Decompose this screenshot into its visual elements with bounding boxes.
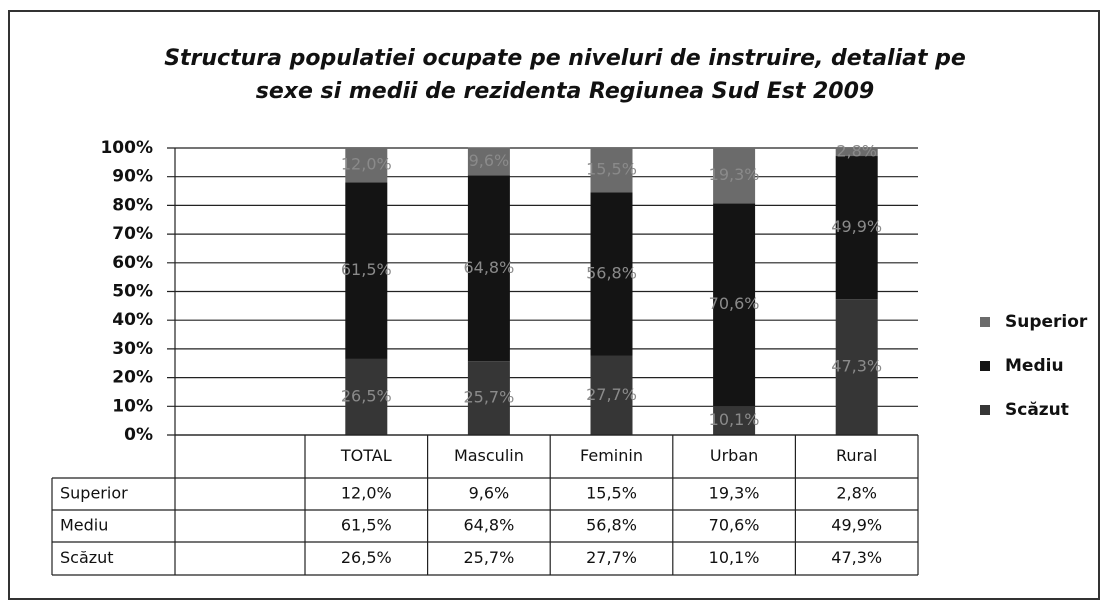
- legend-label: Superior: [1005, 312, 1088, 332]
- table-cell: 10,1%: [709, 548, 760, 567]
- table-row-label: Scăzut: [60, 548, 114, 567]
- bar-segment: [345, 358, 388, 435]
- table-cell: 19,3%: [709, 484, 760, 503]
- y-tick-label: 100%: [100, 138, 153, 158]
- y-tick-label: 90%: [112, 167, 153, 187]
- y-tick-label: 80%: [112, 195, 153, 215]
- bar-segment: [590, 192, 633, 356]
- data-label: 26,5%: [341, 386, 392, 405]
- frame: [8, 10, 1100, 600]
- data-label: 9,6%: [469, 151, 510, 170]
- y-tick-label: 50%: [112, 282, 153, 302]
- y-tick-label: 40%: [112, 310, 153, 330]
- table-cell: 70,6%: [709, 516, 760, 535]
- bar-segment: [835, 148, 878, 157]
- table-cell: 49,9%: [831, 516, 882, 535]
- chart-title: Structura populatiei ocupate pe niveluri…: [164, 46, 966, 104]
- bar-segment: [467, 175, 510, 362]
- data-label: 2,8%: [836, 142, 877, 161]
- bar-segment: [835, 299, 878, 435]
- table-cell: 26,5%: [341, 548, 392, 567]
- data-label: 25,7%: [463, 388, 514, 407]
- y-tick-label: 20%: [112, 368, 153, 388]
- table-cell: 9,6%: [469, 484, 510, 503]
- data-label: 70,6%: [709, 294, 760, 313]
- table-cell: 15,5%: [586, 484, 637, 503]
- y-tick-label: 70%: [112, 224, 153, 244]
- y-tick-label: 60%: [112, 253, 153, 273]
- data-label: 10,1%: [709, 410, 760, 429]
- data-label: 15,5%: [586, 160, 637, 179]
- data-label: 19,3%: [709, 165, 760, 184]
- table-cell: 27,7%: [586, 548, 637, 567]
- bar-segment: [713, 148, 756, 204]
- bar-segment: [467, 361, 510, 435]
- legend-label: Mediu: [1005, 356, 1064, 376]
- bar-segment: [713, 406, 756, 435]
- table-cell: 64,8%: [463, 516, 514, 535]
- table-row-label: Superior: [60, 484, 128, 503]
- legend-label: Scăzut: [1005, 400, 1069, 420]
- x-tick-label: Urban: [710, 446, 758, 465]
- bar-segment: [345, 182, 388, 359]
- legend-swatch: [980, 361, 990, 371]
- bar-segment: [590, 355, 633, 435]
- y-tick-label: 0%: [124, 425, 153, 445]
- data-label: 64,8%: [463, 258, 514, 277]
- x-tick-label: TOTAL: [340, 446, 392, 465]
- y-tick-label: 10%: [112, 396, 153, 416]
- table-cell: 12,0%: [341, 484, 392, 503]
- bar-segment: [467, 147, 510, 176]
- bar-segment: [345, 148, 388, 183]
- x-tick-label: Feminin: [580, 446, 643, 465]
- data-label: 12,0%: [341, 155, 392, 174]
- y-tick-label: 30%: [112, 339, 153, 359]
- table-cell: 2,8%: [836, 484, 877, 503]
- table-cell: 47,3%: [831, 548, 882, 567]
- table-cell: 61,5%: [341, 516, 392, 535]
- legend-swatch: [980, 317, 990, 327]
- data-label: 27,7%: [586, 385, 637, 404]
- data-label: 49,9%: [831, 217, 882, 236]
- x-tick-label: Masculin: [454, 446, 524, 465]
- data-label: 61,5%: [341, 260, 392, 279]
- x-tick-label: Rural: [836, 446, 877, 465]
- bar-segment: [713, 203, 756, 407]
- legend-swatch: [980, 405, 990, 415]
- table-cell: 56,8%: [586, 516, 637, 535]
- bar-segment: [590, 148, 633, 193]
- table-cell: 25,7%: [463, 548, 514, 567]
- table-row-label: Mediu: [60, 516, 108, 535]
- data-label: 47,3%: [831, 357, 882, 376]
- bar-segment: [835, 156, 878, 300]
- data-label: 56,8%: [586, 263, 637, 282]
